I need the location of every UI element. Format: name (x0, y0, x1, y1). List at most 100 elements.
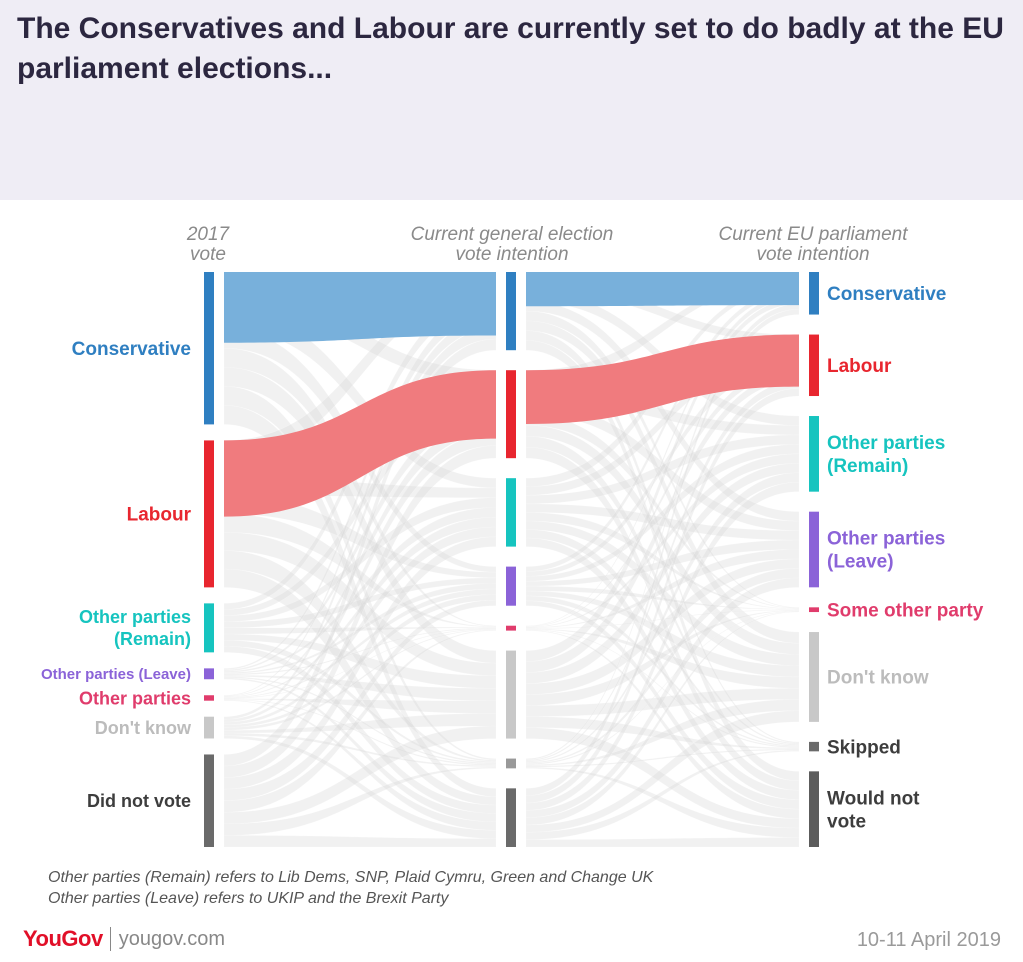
label-labour-0: Labour (127, 505, 192, 526)
sankey-chart: Conservative Labour Other parties (Remain) O… (41, 224, 984, 848)
flow-1-6-6 (525, 748, 800, 768)
flow-0-4-6 (223, 699, 497, 766)
flow-1-4-7 (525, 629, 800, 819)
label-did-not-vote-0: Did not vote (87, 791, 191, 811)
bar-stage1-1 (506, 370, 516, 459)
node-bars (204, 272, 819, 847)
label-labour-2: Labour (827, 356, 892, 377)
label-some-other-party-2: Some other party (827, 600, 984, 621)
flow-1-5-7 (525, 727, 800, 829)
flow-0-1-3 (223, 495, 497, 579)
bar-stage1-7 (506, 788, 516, 847)
label-would-not-vote-2: Would not vote (827, 788, 920, 832)
highlighted-flows (224, 272, 799, 517)
site-link[interactable]: yougov.com (118, 927, 226, 950)
stage-header-0: 2017 vote (186, 224, 231, 265)
flow-0-6-7 (223, 835, 497, 848)
flow-1-3-6 (525, 595, 800, 747)
label-conservative-0: Conservative (72, 339, 191, 360)
flow-1-4-5 (525, 628, 800, 689)
flow-1-7-7 (525, 837, 800, 848)
flow-0-5-1 (223, 432, 497, 723)
flow-1-1-5 (525, 424, 800, 655)
flow-1-1-4 (525, 413, 800, 609)
flow-0-4-2 (223, 516, 497, 698)
flow-0-5-0 (223, 327, 497, 720)
flow-0-3-6 (223, 676, 497, 765)
flow-1-7-2 (525, 481, 800, 811)
flow-1-7-0 (525, 308, 800, 796)
flow-1-0-3 (525, 301, 800, 522)
flow-0-6-3 (223, 599, 497, 802)
flow-0-2-5 (223, 633, 497, 689)
stage-headers: 2017 vote Current general election vote int… (186, 224, 908, 265)
node-labels: Conservative Labour Other parties (Remain) O… (41, 284, 984, 832)
flow-0-1-6 (223, 550, 497, 762)
flow-0-6-2 (223, 536, 497, 790)
flow-1-4-3 (525, 549, 800, 629)
flow-0-6-6 (223, 766, 497, 836)
label-don-t-know-0: Don't know (95, 718, 192, 738)
label-other-parties-remain-2: Other parties (Remain) (827, 433, 945, 477)
flow-0-5-2 (223, 526, 497, 726)
brand-divider (109, 927, 111, 951)
flow-1-1-6 (525, 435, 800, 745)
flow-0-1-4 (223, 513, 497, 628)
flow-1-1-3 (525, 402, 800, 531)
flow-1-6-0 (525, 303, 800, 761)
flow-1-3-4 (525, 585, 800, 610)
highlight-flow-1 (224, 370, 496, 517)
flow-0-3-4 (223, 627, 497, 676)
flow-0-5-3 (223, 594, 497, 728)
label-skipped-2: Skipped (827, 737, 901, 758)
bar-stage2-2 (809, 416, 819, 492)
flow-0-4-4 (223, 628, 497, 699)
label-conservative-2: Conservative (827, 284, 946, 305)
flow-1-2-5 (525, 520, 800, 667)
label-other-parties-remain-0: Other parties (Remain) (79, 607, 191, 649)
flow-1-1-7 (525, 446, 800, 791)
flow-1-3-7 (525, 600, 800, 810)
flow-1-4-6 (525, 629, 800, 749)
background-flows (223, 271, 800, 848)
flow-1-2-7 (525, 537, 800, 801)
bar-stage2-6 (809, 741, 819, 752)
flow-1-7-3 (525, 577, 800, 818)
flow-1-4-2 (525, 453, 800, 628)
bar-stage1-5 (506, 650, 516, 739)
flow-0-2-6 (223, 639, 497, 764)
flow-0-5-5 (223, 713, 497, 734)
bar-stage2-3 (809, 511, 819, 588)
flow-1-3-5 (525, 590, 800, 678)
flow-0-3-7 (223, 677, 497, 823)
bar-stage0-6 (204, 754, 214, 847)
flow-1-4-4 (525, 609, 800, 630)
title-banner: The Conservatives and Labour are current… (0, 0, 1023, 200)
flow-0-2-2 (223, 497, 497, 623)
bar-stage1-2 (506, 478, 516, 547)
highlight-flow-3 (526, 334, 799, 424)
bar-stage0-3 (204, 668, 214, 680)
flow-1-5-4 (525, 609, 800, 706)
flow-1-5-3 (525, 558, 800, 695)
fieldwork-date: 10-11 April 2019 (856, 929, 1001, 951)
bar-stage0-4 (204, 695, 214, 701)
flow-0-1-5 (223, 531, 497, 677)
flow-0-6-4 (223, 629, 497, 813)
flow-1-2-2 (525, 434, 800, 505)
bar-stage0-0 (204, 272, 214, 425)
brand: YouGov yougov.com (23, 926, 225, 952)
bar-stage2-5 (809, 632, 819, 722)
flow-1-5-6 (525, 716, 800, 750)
flow-1-7-6 (525, 749, 800, 840)
flow-1-5-5 (525, 687, 800, 717)
flow-0-0-4 (223, 347, 497, 627)
bar-stage2-0 (809, 272, 819, 315)
flow-0-5-4 (223, 628, 497, 731)
footnote-leave: Other parties (Leave) refers to UKIP and… (48, 890, 449, 907)
flow-1-0-7 (525, 340, 800, 782)
flow-1-7-1 (525, 388, 800, 804)
yougov-logo: YouGov (23, 926, 103, 951)
bar-stage1-3 (506, 566, 516, 606)
bar-stage0-1 (204, 440, 214, 588)
